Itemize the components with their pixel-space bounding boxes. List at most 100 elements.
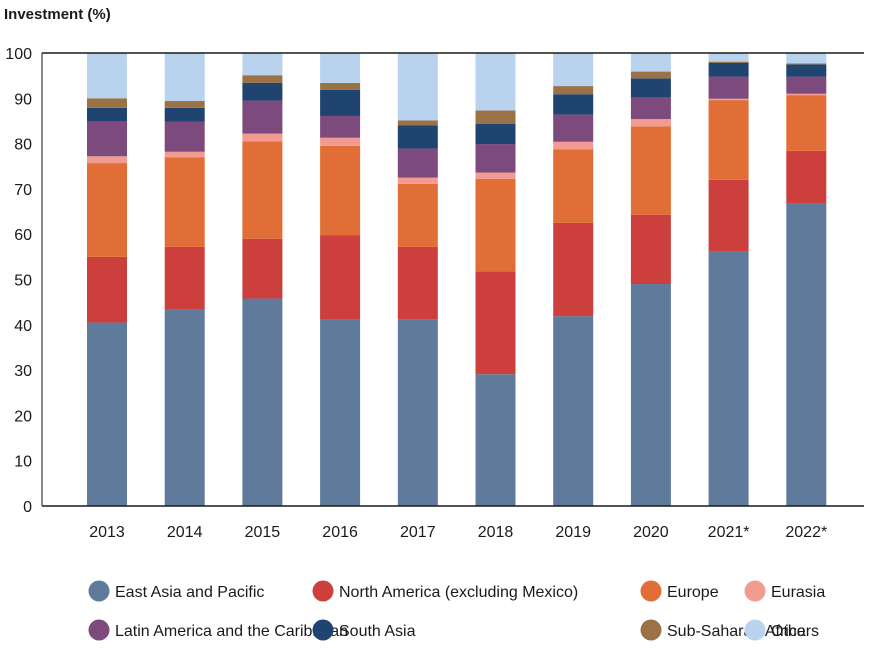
legend-label: Others xyxy=(771,623,819,640)
bar-segment xyxy=(475,110,516,124)
bar-segment xyxy=(786,76,827,94)
bar-segment xyxy=(164,157,205,247)
legend-item: Others xyxy=(744,619,819,641)
y-axis-title: Investment (%) xyxy=(4,6,111,23)
bar-segment xyxy=(242,141,283,239)
legend-swatch xyxy=(640,580,662,602)
bar-segment xyxy=(320,319,361,506)
bar-segment xyxy=(320,137,361,146)
bar-segment xyxy=(630,78,671,98)
bar-segment xyxy=(708,62,749,77)
bar-segment xyxy=(553,222,594,317)
x-tick-label: 2020 xyxy=(633,524,669,541)
x-tick-label: 2015 xyxy=(245,524,281,541)
bar-segment xyxy=(553,53,594,87)
bar-segment xyxy=(630,284,671,506)
legend-item: Sub-Saharan Africa xyxy=(640,619,806,641)
bar-segment xyxy=(708,251,749,506)
x-tick-label: 2014 xyxy=(167,524,203,541)
bar-segment xyxy=(242,298,283,506)
x-tick-label: 2022* xyxy=(785,524,827,541)
legend-swatch xyxy=(640,619,662,641)
x-tick-label: 2019 xyxy=(555,524,591,541)
bar-segment xyxy=(630,119,671,127)
bar-segment xyxy=(786,95,827,151)
bar-segment xyxy=(397,183,438,247)
bar-segment xyxy=(630,53,671,72)
x-tick-label: 2016 xyxy=(322,524,358,541)
y-tick-label: 100 xyxy=(5,46,32,63)
x-tick-label: 2013 xyxy=(89,524,125,541)
bar-segment xyxy=(708,61,749,63)
bar-segment xyxy=(242,82,283,101)
bars xyxy=(87,53,827,506)
bar-segment xyxy=(164,53,205,102)
bar-segment xyxy=(475,172,516,179)
bar-segment xyxy=(397,125,438,149)
bar-segment xyxy=(553,94,594,115)
legend-swatch xyxy=(312,619,334,641)
bar-segment xyxy=(708,179,749,252)
bar-segment xyxy=(475,144,516,173)
y-tick-label: 40 xyxy=(14,318,32,335)
bar-segment xyxy=(320,235,361,320)
y-tick-label: 0 xyxy=(23,499,32,516)
bar-segment xyxy=(475,374,516,506)
bar-segment xyxy=(786,203,827,506)
y-tick-label: 70 xyxy=(14,182,32,199)
bar-segment xyxy=(708,53,749,62)
bar-segment xyxy=(87,121,127,157)
legend-swatch xyxy=(744,619,766,641)
bar-segment xyxy=(397,177,438,184)
bar-segment xyxy=(397,319,438,506)
legend-label: Sub-Saharan Africa xyxy=(667,623,806,640)
bar-segment xyxy=(87,322,127,506)
bar-segment xyxy=(242,100,283,134)
y-tick-label: 30 xyxy=(14,363,32,380)
y-tick-label: 20 xyxy=(14,408,32,425)
bar-segment xyxy=(242,75,283,83)
bar-segment xyxy=(630,97,671,120)
bar-segment xyxy=(320,82,361,90)
bar-segment xyxy=(475,271,516,375)
bar-segment xyxy=(87,107,127,122)
bar-segment xyxy=(630,214,671,285)
bar-segment xyxy=(786,63,827,65)
bar-segment xyxy=(87,156,127,164)
bar-segment xyxy=(397,246,438,320)
bar-segment xyxy=(553,149,594,223)
bar-segment xyxy=(630,126,671,215)
bar-segment xyxy=(786,93,827,96)
y-tick-label: 60 xyxy=(14,227,32,244)
bar-segment xyxy=(475,123,516,145)
axes xyxy=(41,52,864,507)
legend-label: South Asia xyxy=(339,623,416,640)
y-axis-ticks: 0 10 20 30 40 50 60 70 80 90 100 xyxy=(5,46,32,516)
y-tick-label: 10 xyxy=(14,454,32,471)
bar-segment xyxy=(553,114,594,142)
bar-segment xyxy=(553,86,594,95)
legend-item: East Asia and Pacific xyxy=(88,580,264,602)
bar-segment xyxy=(164,107,205,122)
x-tick-label: 2018 xyxy=(478,524,514,541)
legend-label: Europe xyxy=(667,584,719,601)
bar-segment xyxy=(397,120,438,126)
bar-segment xyxy=(87,163,127,257)
legend-label: Latin America and the Caribbean xyxy=(115,623,348,640)
bar-segment xyxy=(786,150,827,204)
bar-segment xyxy=(87,53,127,99)
bar-segment xyxy=(475,178,516,272)
legend-item: Eurasia xyxy=(744,580,825,602)
bar-segment xyxy=(320,145,361,236)
legend-label: North America (excluding Mexico) xyxy=(339,584,578,601)
legend-swatch xyxy=(744,580,766,602)
bar-segment xyxy=(320,53,361,83)
bar-segment xyxy=(164,101,205,108)
bar-segment xyxy=(475,53,516,111)
bar-segment xyxy=(320,89,361,116)
bar-segment xyxy=(397,148,438,178)
y-tick-label: 50 xyxy=(14,273,32,290)
bar-segment xyxy=(320,115,361,138)
x-axis-ticks: 2013 2014 2015 2016 2017 2018 2019 2020 2021* 202… xyxy=(89,524,827,541)
